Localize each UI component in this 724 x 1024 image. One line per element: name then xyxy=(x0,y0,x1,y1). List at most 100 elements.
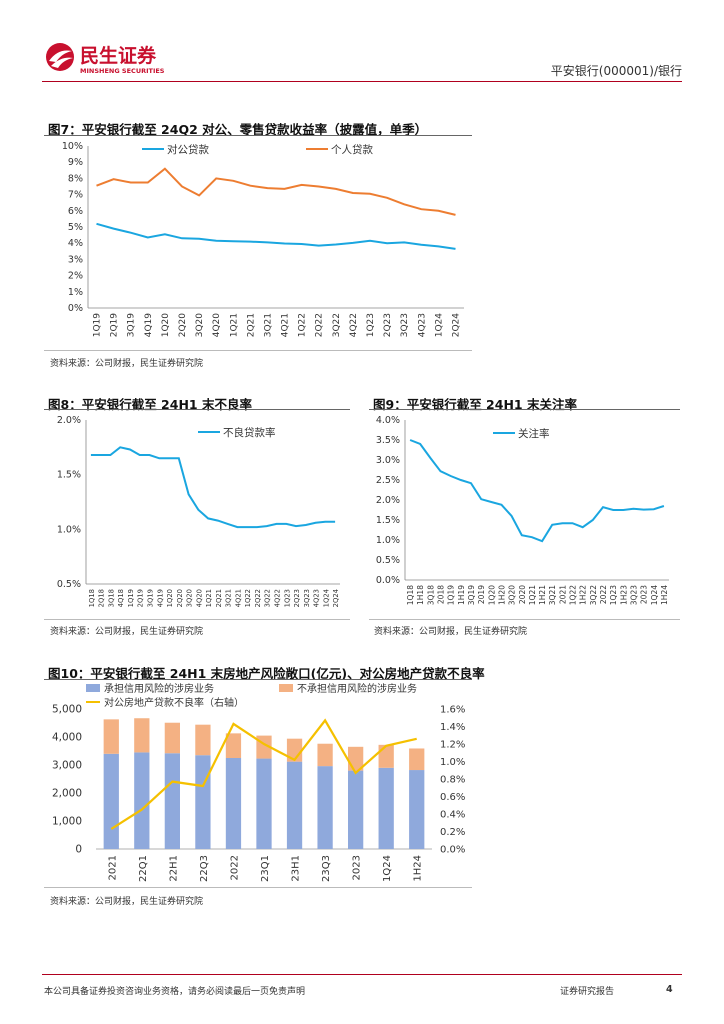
x-tick-label: 1Q22 xyxy=(244,589,252,607)
bar-no-credit-risk xyxy=(134,718,150,753)
x-tick-label: 4Q21 xyxy=(281,313,291,337)
bar-credit-risk xyxy=(348,770,364,849)
y-tick-label: 2.5% xyxy=(376,475,400,486)
y-tick-label: 10% xyxy=(62,141,83,152)
footer-report-type: 证券研究报告 xyxy=(560,987,615,997)
x-tick-label: 1Q24 xyxy=(650,585,659,605)
bar-no-credit-risk xyxy=(225,733,242,758)
x-tick-label: 3Q23 xyxy=(400,313,410,337)
x-tick-label: 2022 xyxy=(599,585,608,604)
y2-tick-label: 0.8% xyxy=(440,775,465,786)
y2-tick-label: 0.0% xyxy=(440,845,465,856)
y-tick-label: 7% xyxy=(68,190,83,201)
y-tick-label: 1.5% xyxy=(376,515,400,526)
bar-no-credit-risk xyxy=(378,744,394,768)
x-tick-label: 1Q21 xyxy=(229,313,239,337)
bar-credit-risk xyxy=(134,752,150,849)
x-tick-label: 2Q24 xyxy=(332,589,340,607)
brand-logo: 民生证券 MINSHENG SECURITIES xyxy=(44,40,184,78)
footer-divider xyxy=(42,974,682,975)
y-tick-label: 2% xyxy=(68,271,83,282)
y-tick-label: 1.0% xyxy=(57,524,81,535)
x-tick-label: 3Q18 xyxy=(426,585,435,605)
series-line-1 xyxy=(90,446,336,529)
legend-label: 个人贷款 xyxy=(331,143,373,156)
bar-credit-risk xyxy=(378,767,394,849)
x-tick-label: 1Q19 xyxy=(127,589,135,607)
x-tick-label: 2Q21 xyxy=(215,589,223,607)
report-tag: 平安银行(000001)/银行 xyxy=(550,64,682,78)
x-tick-label: 1H24 xyxy=(660,585,669,605)
y-tick-label: 3% xyxy=(68,254,83,265)
x-tick-label: 1H20 xyxy=(497,585,506,605)
bar-no-credit-risk xyxy=(195,724,211,756)
x-tick-label: 2Q18 xyxy=(98,589,106,607)
fig10-chart: 0 1,000 2,000 3,000 4,000 5,000 0.0% 0.2% 0.4% 0.… xyxy=(52,682,465,882)
x-tick-label: 3Q22 xyxy=(589,585,598,605)
x-tick-label: 1Q18 xyxy=(406,585,415,605)
x-tick-label: 4Q18 xyxy=(117,589,125,607)
fig9-source: 资料来源：公司财报，民生证券研究院 xyxy=(374,627,528,637)
legend-swatch xyxy=(279,684,293,692)
bar-credit-risk xyxy=(317,766,333,849)
y-tick-label: 1,000 xyxy=(52,816,82,828)
legend-swatch xyxy=(86,684,100,692)
x-tick-label: 3Q22 xyxy=(264,589,272,607)
bar-credit-risk xyxy=(164,753,180,849)
bar-credit-risk xyxy=(225,758,242,849)
x-tick-label: 22Q3 xyxy=(199,855,210,882)
y-tick-label: 1.0% xyxy=(376,535,400,546)
fig7-bottom-rule xyxy=(44,350,472,351)
x-tick-label: 1H24 xyxy=(413,855,424,882)
x-tick-label: 4Q20 xyxy=(212,313,222,338)
x-tick-label: 4Q23 xyxy=(313,589,321,607)
page-number: 4 xyxy=(666,984,673,995)
x-tick-label: 2Q22 xyxy=(254,589,262,607)
fig8-source: 资料来源：公司财报，民生证券研究院 xyxy=(50,627,204,637)
x-tick-label: 23Q1 xyxy=(260,855,271,882)
x-tick-label: 1Q24 xyxy=(382,855,393,882)
brand-logo-mark: 民生证券 MINSHENG SECURITIES xyxy=(46,43,165,75)
x-tick-label: 3Q22 xyxy=(332,313,342,337)
y-tick-label: 3.5% xyxy=(376,435,400,446)
x-tick-label: 3Q20 xyxy=(195,313,205,338)
legend-label: 对公贷款 xyxy=(167,143,209,156)
y-tick-label: 2,000 xyxy=(52,788,82,800)
bar-credit-risk xyxy=(286,761,303,849)
x-tick-label: 4Q23 xyxy=(417,313,427,337)
x-tick-label: 3Q23 xyxy=(629,585,638,605)
x-tick-label: 3Q19 xyxy=(127,313,137,338)
x-tick-label: 1Q23 xyxy=(609,585,618,605)
x-tick-label: 2Q20 xyxy=(176,589,184,607)
series-line-1 xyxy=(96,222,456,250)
x-tick-label: 4Q21 xyxy=(234,589,242,607)
y2-tick-label: 1.2% xyxy=(440,740,465,751)
fig9-title: 图9：平安银行截至 24H1 末关注率 xyxy=(373,397,577,412)
y2-tick-label: 0.2% xyxy=(440,827,465,838)
fig8-chart: 0.5% 1.0% 1.5% 2.0% 1Q18 2Q18 3Q18 4Q18 1Q19 2Q19… xyxy=(57,415,340,607)
legend-label: 不良贷款率 xyxy=(223,426,276,439)
x-tick-label: 2Q23 xyxy=(293,589,301,607)
legend-label: 关注率 xyxy=(518,427,550,440)
bar-no-credit-risk xyxy=(409,748,425,771)
y-tick-label: 4.0% xyxy=(376,415,400,426)
x-tick-label: 3Q20 xyxy=(508,585,517,605)
x-tick-label: 1Q23 xyxy=(366,313,376,337)
y-tick-label: 4,000 xyxy=(52,732,82,744)
y-tick-label: 3.0% xyxy=(376,455,400,466)
x-tick-label: 2Q19 xyxy=(110,313,120,338)
x-tick-label: 2021 xyxy=(107,855,118,880)
fig8-title-rule xyxy=(44,409,350,410)
x-tick-label: 2020 xyxy=(518,585,527,604)
bar-no-credit-risk xyxy=(317,743,333,767)
bar-no-credit-risk xyxy=(103,719,119,754)
x-tick-label: 1Q24 xyxy=(434,313,444,338)
y-tick-label: 1% xyxy=(68,287,83,298)
x-tick-label: 1Q22 xyxy=(298,313,308,337)
x-tick-label: 23Q3 xyxy=(321,855,332,882)
x-tick-label: 2Q24 xyxy=(451,313,461,338)
y-tick-label: 0% xyxy=(68,303,83,314)
y-tick-label: 8% xyxy=(68,173,83,184)
series-line-1 xyxy=(409,439,665,543)
x-tick-label: 1Q20 xyxy=(161,313,171,338)
